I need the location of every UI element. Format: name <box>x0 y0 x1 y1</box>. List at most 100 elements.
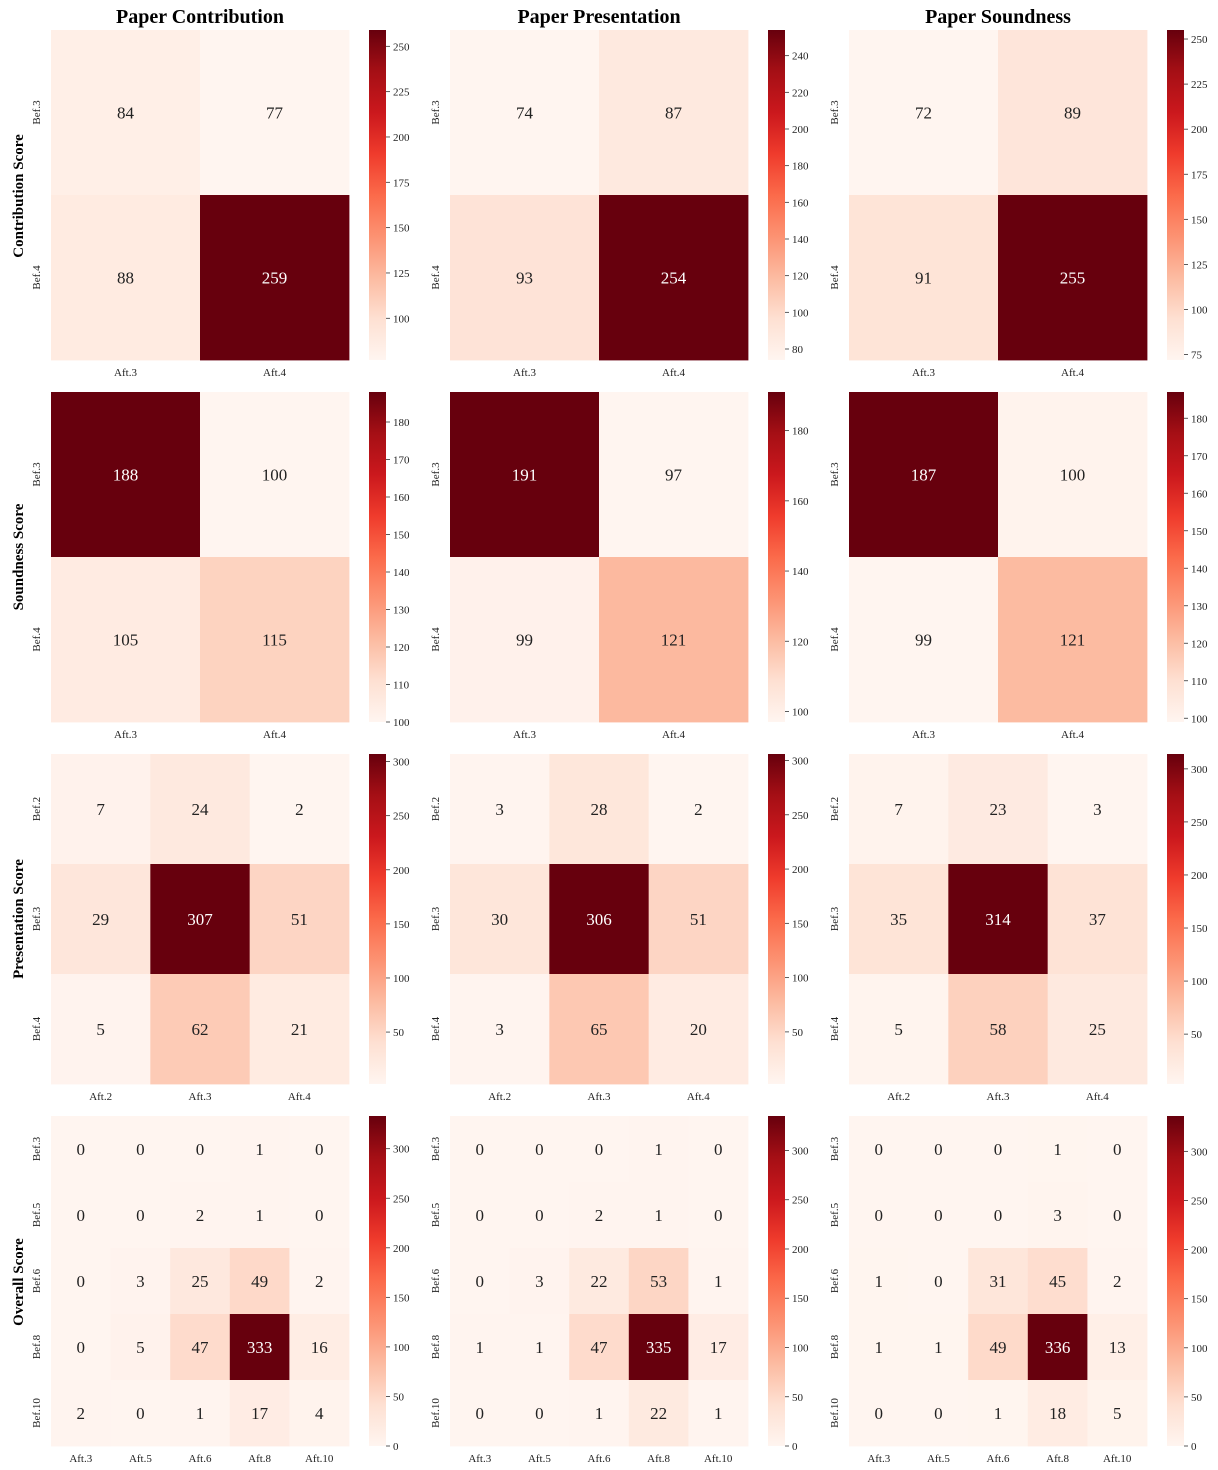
cell-value-label: 7 <box>894 800 903 819</box>
colorbar-tick-label: 160 <box>792 197 809 209</box>
colorbar-tick-label: 50 <box>393 1391 405 1403</box>
colorbar <box>1167 754 1184 1084</box>
y-tick-label: Bef.5 <box>829 1202 841 1227</box>
heatmap-cell <box>628 1248 689 1315</box>
colorbar-tick-label: 225 <box>1191 79 1208 91</box>
heatmap-cell <box>450 1380 510 1447</box>
cell-value-label: 5 <box>136 1338 145 1357</box>
heatmap-cell <box>51 30 201 196</box>
heatmap-0-0: 84 77 88 259 Bef.3 Bef.4 Aft.3 Aft.4 100 125 150 17… <box>31 30 410 379</box>
y-tick-label: Bef.3 <box>829 462 841 487</box>
cell-value-label: 0 <box>77 1140 86 1159</box>
heatmap-cell <box>1027 1182 1088 1249</box>
heatmap-cell <box>569 1116 630 1183</box>
colorbar-tick-label: 150 <box>393 223 410 235</box>
colorbar-tick-label: 100 <box>792 973 809 985</box>
colorbar <box>768 1116 785 1446</box>
colorbar-tick-label: 160 <box>393 492 410 504</box>
cell-value-label: 255 <box>1060 269 1086 288</box>
x-tick-label: Aft.2 <box>488 1091 511 1103</box>
colorbar-tick-label: 200 <box>792 1244 809 1256</box>
cell-value-label: 0 <box>1113 1140 1122 1159</box>
colorbar-tick-label: 110 <box>1191 676 1208 688</box>
cell-value-label: 100 <box>1060 466 1086 485</box>
heatmap-cell <box>51 1380 111 1447</box>
heatmap-cell <box>450 557 600 723</box>
colorbar-tick-label: 240 <box>792 51 809 63</box>
heatmap-cell <box>200 30 350 196</box>
x-tick-label: Aft.4 <box>263 729 286 741</box>
y-tick-label: Bef.3 <box>430 1136 442 1161</box>
heatmap-cell <box>450 30 600 196</box>
y-tick-label: Bef.4 <box>430 265 442 290</box>
heatmap-3-2: 0 0 0 1 00 0 0 3 01 0 31 45 21 1 49 336 130 0 1 18 5Bef.3Bef… <box>829 1116 1208 1465</box>
y-tick-label: Bef.4 <box>31 1016 43 1041</box>
colorbar-tick-label: 180 <box>792 161 809 173</box>
cell-value-label: 1 <box>714 1404 723 1423</box>
cell-value-label: 1 <box>994 1404 1003 1423</box>
heatmap-0-1: 74 87 93 254 Bef.3 Bef.4 Aft.3 Aft.4 80 100 120 140… <box>430 30 809 379</box>
cell-value-label: 0 <box>934 1140 943 1159</box>
colorbar-tick-label: 300 <box>393 757 410 769</box>
colorbar-tick-label: 150 <box>1191 214 1208 226</box>
heatmap-cell <box>849 392 999 558</box>
cell-value-label: 0 <box>196 1140 205 1159</box>
colorbar-tick-label: 200 <box>393 865 410 877</box>
column-title-presentation: Paper Presentation <box>517 6 680 28</box>
colorbar-tick-label: 150 <box>792 1293 809 1305</box>
heatmap-cell <box>51 195 201 361</box>
heatmap-cell <box>1027 1314 1088 1381</box>
cell-value-label: 1 <box>196 1404 205 1423</box>
heatmap-cell <box>599 30 749 196</box>
colorbar-tick-label: 140 <box>1191 563 1208 575</box>
heatmap-cell <box>1087 1248 1148 1315</box>
cell-value-label: 89 <box>1064 104 1081 123</box>
colorbar-tick-label: 100 <box>393 1342 410 1354</box>
heatmap-cell <box>170 1380 231 1447</box>
colorbar-tick-label: 100 <box>792 1342 809 1354</box>
cell-value-label: 84 <box>117 104 135 123</box>
colorbar-tick-label: 250 <box>1191 1195 1208 1207</box>
colorbar-tick-label: 125 <box>1191 259 1208 271</box>
heatmap-cell <box>200 557 350 723</box>
cell-value-label: 2 <box>77 1404 86 1423</box>
y-tick-label: Bef.4 <box>829 265 841 290</box>
heatmap-cell <box>998 30 1148 196</box>
heatmap-cell <box>908 1380 969 1447</box>
colorbar-tick-label: 200 <box>393 1243 410 1255</box>
heatmap-cell <box>569 1314 630 1381</box>
y-tick-label: Bef.8 <box>31 1334 43 1359</box>
colorbar-tick-label: 100 <box>393 973 410 985</box>
colorbar-tick-label: 75 <box>1191 350 1203 362</box>
heatmap-cell <box>998 557 1148 723</box>
heatmap-cell <box>688 1380 749 1447</box>
colorbar-tick-label: 140 <box>792 566 809 578</box>
heatmap-cell <box>688 1314 749 1381</box>
heatmap-cell <box>1087 1314 1148 1381</box>
colorbar-tick-label: 130 <box>1191 601 1208 613</box>
colorbar-tick-label: 225 <box>393 87 410 99</box>
heatmap-cell <box>450 1116 510 1183</box>
cell-value-label: 17 <box>710 1338 728 1357</box>
cell-value-label: 49 <box>990 1338 1007 1357</box>
colorbar-tick-label: 100 <box>1191 976 1208 988</box>
heatmap-cell <box>110 1182 171 1249</box>
heatmap-cell <box>688 1116 749 1183</box>
heatmap-1-0: 188 100 105 115 Bef.3 Bef.4 Aft.3 Aft.4 100 110 12… <box>31 392 410 741</box>
colorbar-tick-label: 150 <box>1191 923 1208 935</box>
heatmap-cell <box>150 864 251 975</box>
cell-value-label: 51 <box>690 910 707 929</box>
cell-value-label: 0 <box>934 1272 943 1291</box>
heatmap-cell <box>968 1248 1029 1315</box>
x-tick-label: Aft.4 <box>1061 367 1084 379</box>
heatmap-cell <box>229 1182 290 1249</box>
colorbar-tick-label: 120 <box>1191 638 1208 650</box>
heatmap-cell <box>110 1116 171 1183</box>
cell-value-label: 47 <box>192 1338 210 1357</box>
colorbar-tick-label: 50 <box>1191 1029 1203 1041</box>
x-tick-label: Aft.6 <box>189 1453 212 1465</box>
heatmap-cell <box>968 1380 1029 1447</box>
heatmap-0-2: 72 89 91 255 Bef.3 Bef.4 Aft.3 Aft.4 75 100 125 150… <box>829 30 1208 379</box>
cell-value-label: 22 <box>591 1272 608 1291</box>
